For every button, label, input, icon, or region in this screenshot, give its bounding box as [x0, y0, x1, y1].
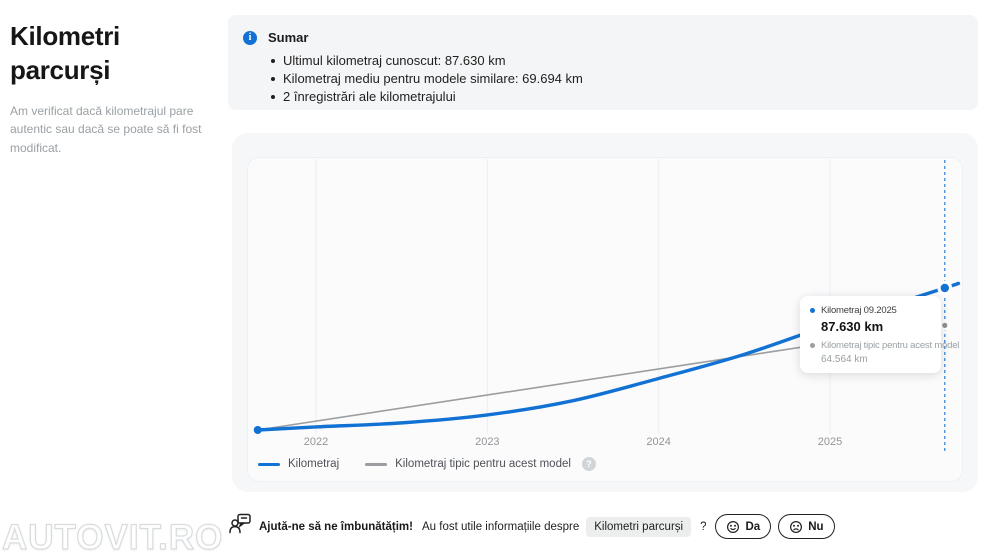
tooltip-series2-row: Kilometraj tipic pentru acest model	[810, 340, 959, 351]
watermark: AUTOVIT.RO	[1, 517, 224, 557]
gray-dot-icon	[810, 343, 815, 348]
feedback-topic-chip: Kilometri parcurși	[586, 516, 692, 537]
page-title: Kilometri parcurși	[10, 21, 120, 85]
tooltip-series2-label: Kilometraj tipic pentru acest model	[821, 340, 960, 351]
chart-legend: Kilometraj Kilometraj tipic pentru acest…	[258, 457, 596, 471]
blue-dot-icon	[810, 308, 815, 313]
legend-item-typical: Kilometraj tipic pentru acest model ?	[365, 457, 596, 471]
feedback-person-icon	[228, 512, 252, 541]
summary-box: i Sumar Ultimul kilometraj cunoscut: 87.…	[228, 15, 978, 110]
legend-item-kilometraj: Kilometraj	[258, 458, 339, 470]
feedback-prompt: Au fost utile informațiile despre	[422, 520, 580, 533]
summary-header: i Sumar	[243, 30, 960, 45]
gray-line-swatch-icon	[365, 462, 388, 466]
yes-button-label: Da	[745, 520, 761, 533]
mileage-chart-card: 2022 2023 2024 2025 Kilometraj 09.2025 87.6…	[232, 133, 978, 492]
x-axis-label: 2023	[475, 436, 500, 448]
help-question-mark: ?	[700, 520, 707, 533]
no-button[interactable]: Nu	[778, 514, 835, 539]
x-axis-label: 2024	[646, 436, 671, 448]
question-icon[interactable]: ?	[581, 457, 596, 471]
tooltip-series1-row: Kilometraj 09.2025	[810, 305, 931, 316]
feedback-prompt-bold: Ajută-ne să ne îmbunătățim!	[259, 520, 413, 533]
legend-label: Kilometraj	[288, 458, 340, 470]
section-description: Am verificat dacă kilometrajul pare aute…	[10, 103, 202, 155]
no-button-label: Nu	[808, 520, 824, 533]
tooltip-series2-value: 64.564 km	[821, 354, 868, 365]
info-icon: i	[243, 30, 257, 45]
smiley-icon	[727, 520, 740, 533]
summary-item-last-mileage: Ultimul kilometraj cunoscut: 87.630 km	[271, 52, 960, 70]
summary-item-records-count: 2 înregistrări ale kilometrajului	[271, 88, 960, 106]
blue-line-swatch-icon	[258, 462, 280, 466]
summary-title: Sumar	[268, 30, 309, 45]
section-intro: Kilometri parcurși Am verificat dacă kil…	[10, 20, 215, 157]
summary-list: Ultimul kilometraj cunoscut: 87.630 km K…	[271, 52, 960, 106]
chart-tooltip: Kilometraj 09.2025 87.630 km Kilometraj …	[800, 296, 959, 373]
x-axis-label: 2022	[303, 436, 329, 448]
summary-item-average-mileage: Kilometraj mediu pentru modele similare:…	[271, 70, 960, 88]
chart-panel: 2022 2023 2024 2025 Kilometraj 09.2025 87.6…	[247, 157, 963, 482]
frown-icon	[790, 520, 803, 533]
legend-label: Kilometraj tipic pentru acest model	[395, 458, 571, 470]
yes-button[interactable]: Da	[715, 514, 772, 539]
feedback-bar: Ajută-ne să ne îmbunătățim! Au fost util…	[228, 512, 835, 541]
x-axis-label: 2025	[817, 436, 843, 448]
tooltip-series1-label: Kilometraj 09.2025	[821, 305, 897, 316]
tooltip-series1-value: 87.630 km	[821, 319, 884, 334]
